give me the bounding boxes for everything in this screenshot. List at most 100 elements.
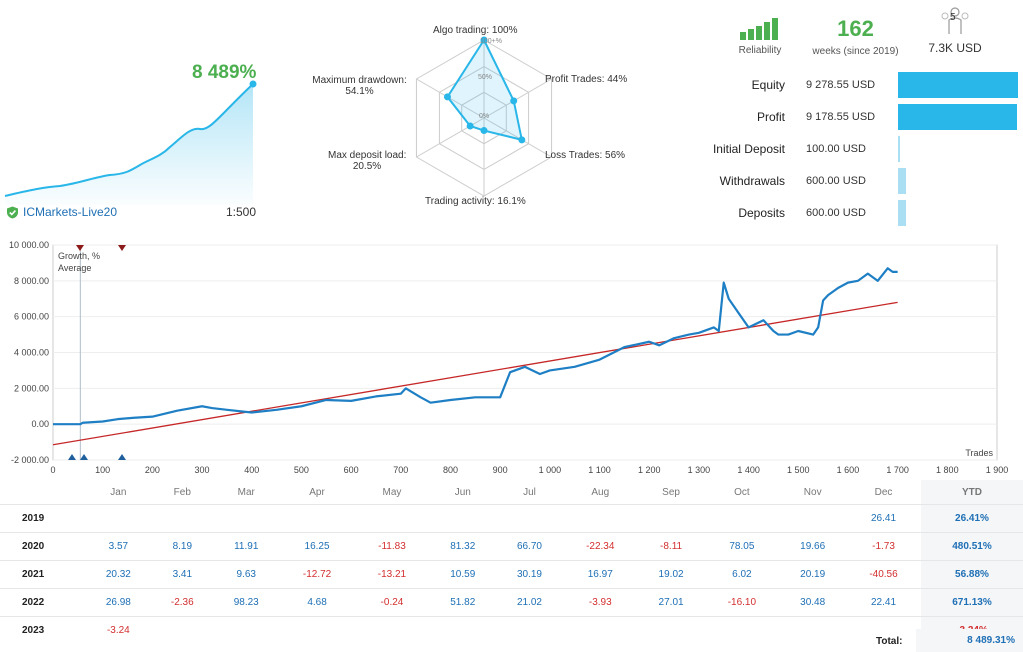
radar-ring-50: 50% <box>478 74 493 81</box>
mini-growth-line <box>4 83 254 197</box>
table-header-cell: Aug <box>591 486 610 498</box>
month-value-cell: 26.41 <box>846 504 921 533</box>
table-header-cell: Nov <box>803 486 822 498</box>
x-tick-label: 1 700 <box>886 465 909 475</box>
table-header-row: Jan Feb Mar Apr May Jun Jul Aug Sep Oct Nov Dec YTD <box>0 480 1023 505</box>
table-row: 2022 26.98 -2.36 98.23 4.68 -0.24 51.82 21.02 -3… <box>0 588 1023 617</box>
year-cell: 2022 <box>0 588 85 617</box>
x-tick-label: 1 500 <box>787 465 810 475</box>
month-value-cell <box>779 616 847 644</box>
y-tick-label: 2 000.00 <box>14 383 49 393</box>
table-header-cell: Mar <box>237 486 255 498</box>
table-header-cell: YTD <box>921 480 1023 505</box>
radar-label-drawdown-value: 54.1% <box>345 86 374 97</box>
y-tick-label: 4 000.00 <box>14 348 49 358</box>
month-value-cell <box>429 504 497 533</box>
ytd-cell: 26.41% <box>921 504 1023 533</box>
year-cell: 2021 <box>0 560 85 589</box>
month-value-cell <box>85 504 152 533</box>
month-value-cell <box>151 504 213 533</box>
radar-axis-2 <box>483 117 552 158</box>
month-value-cell: 9.63 <box>212 560 280 589</box>
radar-label-loss: Loss Trades: 56% <box>545 150 626 161</box>
growth-percent: 8 489% <box>192 62 257 83</box>
y-tick-label: 8 000.00 <box>14 276 49 286</box>
x-tick-label: 200 <box>145 465 160 475</box>
x-tick-label: 1 900 <box>986 465 1009 475</box>
month-value-cell <box>212 616 280 644</box>
funds-value: 7.3K USD <box>928 41 982 55</box>
radar-ring-0: 0% <box>479 113 490 120</box>
financial-value: 100.00 USD <box>806 143 866 155</box>
table-header-cell: Jun <box>454 486 471 498</box>
financial-bar <box>898 136 900 162</box>
table-header-cell: Dec <box>874 486 893 498</box>
radar-ring-100: 100+% <box>480 38 502 45</box>
month-value-cell <box>779 504 847 533</box>
account-server[interactable]: ICMarkets-Live20 <box>6 205 117 219</box>
average-line <box>52 301 898 446</box>
table-header-cell: Jul <box>523 486 536 498</box>
month-value-cell <box>704 616 780 644</box>
month-value-cell: 20.32 <box>85 560 152 589</box>
table-header-cell: Jan <box>110 486 127 498</box>
financial-bar <box>898 168 906 194</box>
x-tick-label: 0 <box>50 465 55 475</box>
month-value-cell <box>212 504 280 533</box>
month-value-cell: -0.24 <box>354 588 430 617</box>
y-tick-label: -2 000.00 <box>11 455 49 465</box>
mini-growth-chart <box>4 80 257 205</box>
table-row: 2020 3.57 8.19 11.91 16.25 -11.83 81.32 66.70 -2… <box>0 532 1023 561</box>
x-tick-label: 100 <box>95 465 110 475</box>
financial-value: 600.00 USD <box>806 175 866 187</box>
x-tick-label: 600 <box>344 465 359 475</box>
reliability-stat: Reliability <box>730 18 790 56</box>
monthly-returns-table: Jan Feb Mar Apr May Jun Jul Aug Sep Oct Nov Dec YTD … <box>0 480 1023 644</box>
financial-label: Equity <box>751 78 785 92</box>
month-value-cell <box>279 504 355 533</box>
x-tick-label: 1 400 <box>737 465 760 475</box>
radar-label-drawdown: Maximum drawdown: 54.1% <box>312 75 407 97</box>
x-tick-label: 1 100 <box>588 465 611 475</box>
radar-axis-1 <box>483 78 552 119</box>
withdrawal-marker <box>76 245 84 251</box>
month-value-cell: 98.23 <box>212 588 280 617</box>
total-value: 8 489.31% <box>916 629 1023 652</box>
month-value-cell: 30.48 <box>779 588 847 617</box>
radar-point-2 <box>518 136 526 144</box>
month-value-cell <box>562 504 638 533</box>
financial-value: 9 278.55 USD <box>806 79 876 91</box>
month-value-cell: 6.02 <box>704 560 780 589</box>
subscribers-icon <box>941 7 969 34</box>
month-value-cell: 78.05 <box>704 532 780 561</box>
table-header-cell: May <box>382 486 402 498</box>
x-tick-label: 1 300 <box>688 465 711 475</box>
month-value-cell <box>429 616 497 644</box>
radar-point-3 <box>480 127 488 135</box>
month-value-cell: 19.66 <box>779 532 847 561</box>
month-value-cell: -22.34 <box>562 532 638 561</box>
month-value-cell: 10.59 <box>429 560 497 589</box>
x-tick-label: 800 <box>443 465 458 475</box>
deposit-marker <box>68 454 76 460</box>
x-tick-label: 500 <box>294 465 309 475</box>
x-tick-label: 300 <box>195 465 210 475</box>
growth-line <box>53 267 898 426</box>
radar-label-load-value: 20.5% <box>352 161 382 172</box>
month-value-cell: 8.19 <box>151 532 213 561</box>
month-value-cell: 19.02 <box>637 560 705 589</box>
x-tick-label: 1 200 <box>638 465 661 475</box>
month-value-cell: -13.21 <box>354 560 430 589</box>
financial-bar <box>898 72 1018 98</box>
ytd-cell: 671.13% <box>921 588 1023 617</box>
month-value-cell <box>354 616 430 644</box>
month-value-cell: 4.68 <box>279 588 355 617</box>
table-header-cell: Apr <box>309 486 325 498</box>
financial-bar <box>898 200 906 226</box>
radar-point-0 <box>480 36 488 44</box>
weeks-label: weeks (since 2019) <box>812 46 899 57</box>
table-header-cell: Oct <box>734 486 750 498</box>
subscribers-stat: 5 7.3K USD <box>920 6 990 55</box>
month-value-cell <box>637 616 705 644</box>
ytd-cell: 56.88% <box>921 560 1023 589</box>
